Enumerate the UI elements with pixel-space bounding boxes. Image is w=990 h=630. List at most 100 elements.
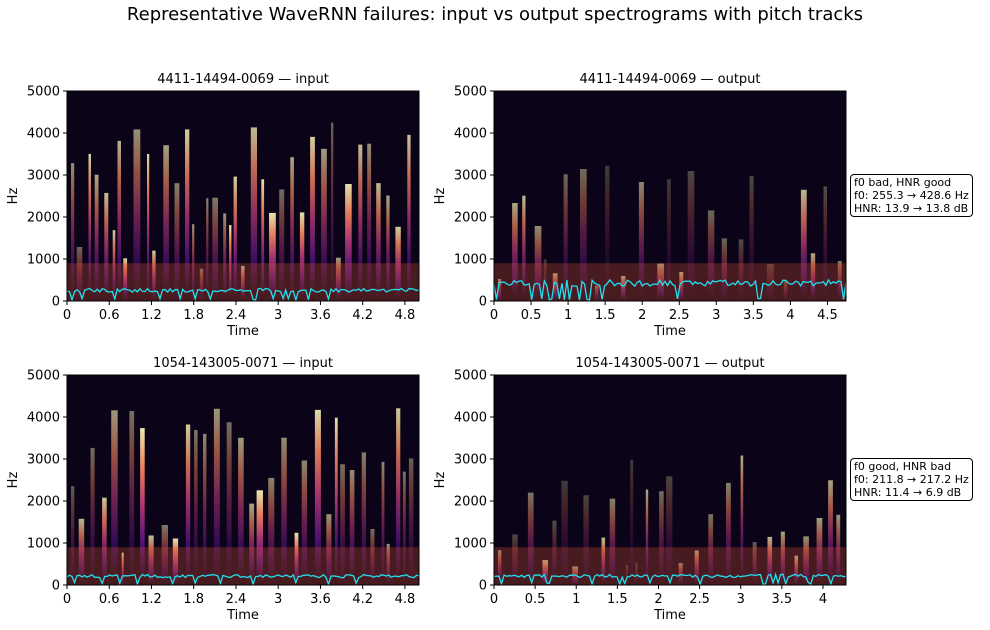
spectral-energy-column — [522, 195, 526, 301]
spectral-energy-column — [708, 514, 714, 585]
y-tick-label: 0 — [52, 579, 60, 594]
spectral-energy-column — [543, 259, 547, 301]
spectral-energy-column — [94, 174, 99, 301]
y-tick-label: 3000 — [454, 169, 487, 184]
x-tick-label: 4 — [786, 308, 794, 323]
x-tick-label: 3.6 — [310, 592, 331, 607]
x-tick-label: 1.5 — [607, 592, 628, 607]
x-tick-label: 1.2 — [141, 592, 162, 607]
spectral-energy-column — [199, 268, 204, 301]
spectral-energy-column — [721, 238, 727, 301]
spectral-energy-column — [408, 458, 414, 585]
x-axis-label: Time — [226, 608, 259, 623]
spectral-energy-column — [147, 154, 150, 301]
spectral-energy-column — [88, 153, 91, 301]
spectral-energy-column — [726, 482, 731, 585]
spectral-energy-column — [594, 285, 599, 301]
spectral-energy-column — [376, 183, 381, 301]
y-tick-label: 1000 — [454, 253, 487, 268]
y-tick-label: 5000 — [27, 369, 60, 384]
spectral-energy-column — [605, 165, 610, 301]
y-tick-label: 0 — [479, 579, 487, 594]
spectral-energy-column — [279, 189, 285, 301]
annotation-line: f0 good, HNR bad — [854, 460, 952, 473]
spectral-energy-column — [609, 498, 616, 585]
spectrogram-panel: 4411-14494-0069 — output 0 0.5 1 1.5 2 2.5 3 3.5… — [433, 72, 847, 339]
spectral-energy-column — [687, 171, 695, 301]
spectral-energy-column — [794, 555, 798, 585]
spectral-energy-column — [261, 179, 265, 301]
x-tick-label: 3 — [737, 592, 745, 607]
y-tick-label: 0 — [52, 295, 60, 310]
spectral-energy-column — [192, 224, 195, 301]
figure-title: Representative WaveRNN failures: input v… — [126, 4, 864, 25]
spectral-energy-column — [498, 279, 502, 301]
x-tick-label: 1.8 — [183, 592, 204, 607]
spectrogram-panel: 4411-14494-0069 — input 0 0.6 1.2 1.8 2.4 3 3.6… — [6, 72, 420, 339]
x-axis-label: Time — [653, 608, 686, 623]
y-tick-label: 2000 — [454, 211, 487, 226]
spectral-energy-column — [71, 486, 75, 585]
spectral-energy-column — [707, 210, 715, 301]
y-tick-label: 0 — [479, 295, 487, 310]
spectral-energy-column — [361, 452, 366, 585]
spectral-energy-column — [402, 471, 406, 585]
spectral-energy-column — [78, 518, 85, 585]
x-tick-label: 0 — [490, 308, 498, 323]
x-tick-label: 4.5 — [817, 308, 838, 323]
annotation-line: f0: 255.3 → 428.6 Hz — [854, 189, 969, 202]
spectral-energy-column — [161, 525, 168, 585]
y-tick-label: 2000 — [454, 495, 487, 510]
spectral-energy-column — [321, 148, 327, 301]
panel-title: 1054-143005-0071 — input — [153, 356, 333, 371]
y-tick-label: 4000 — [454, 411, 487, 426]
x-axis-label: Time — [226, 324, 259, 339]
spectral-energy-column — [583, 495, 589, 585]
spectral-energy-column — [121, 552, 124, 585]
x-tick-label: 0.6 — [99, 592, 120, 607]
spectral-energy-column — [828, 480, 833, 585]
spectral-energy-column — [117, 140, 121, 301]
spectral-energy-column — [148, 535, 154, 585]
x-tick-label: 2.5 — [669, 308, 690, 323]
axes-frame — [493, 90, 847, 302]
spectral-energy-column — [630, 459, 634, 585]
x-tick-label: 0 — [490, 592, 498, 607]
spectral-energy-column — [381, 461, 385, 585]
low-frequency-band — [67, 547, 419, 585]
y-tick-label: 5000 — [27, 85, 60, 100]
annotation-line: HNR: 11.4 → 6.9 dB — [854, 486, 962, 499]
spectral-energy-column — [659, 491, 664, 585]
spectral-energy-column — [625, 565, 628, 585]
spectral-energy-column — [386, 543, 390, 585]
spectral-energy-column — [563, 174, 568, 301]
spectral-energy-column — [331, 122, 334, 301]
spectral-energy-column — [395, 226, 401, 301]
annotation-line: HNR: 13.9 → 13.8 dB — [854, 202, 969, 215]
panel-title: 4411-14494-0069 — output — [579, 72, 760, 87]
spectral-energy-column — [310, 136, 315, 301]
spectral-energy-column — [678, 563, 683, 585]
spectral-energy-column — [90, 447, 95, 585]
spectral-energy-column — [740, 455, 744, 585]
spectral-energy-column — [766, 264, 774, 301]
y-tick-label: 5000 — [454, 85, 487, 100]
spectral-energy-column — [534, 226, 542, 301]
spectral-energy-column — [767, 536, 773, 585]
spectral-energy-column — [638, 182, 644, 301]
x-tick-label: 0.5 — [525, 592, 546, 607]
x-tick-label: 3.6 — [310, 308, 331, 323]
x-tick-label: 4.8 — [395, 308, 416, 323]
y-tick-label: 1000 — [454, 537, 487, 552]
spectral-energy-column — [203, 433, 207, 585]
spectral-energy-column — [112, 230, 116, 301]
spectrogram-panel: 1054-143005-0071 — input 0 0.6 1.2 1.8 2.4 3 3.… — [6, 356, 420, 623]
spectral-energy-column — [800, 189, 807, 301]
spectral-energy-column — [358, 144, 363, 301]
spectral-energy-column — [206, 198, 209, 301]
pitch-track-line — [66, 573, 420, 587]
spectral-energy-column — [226, 422, 232, 585]
x-tick-label: 0.5 — [521, 308, 542, 323]
x-tick-label: 1.8 — [183, 308, 204, 323]
